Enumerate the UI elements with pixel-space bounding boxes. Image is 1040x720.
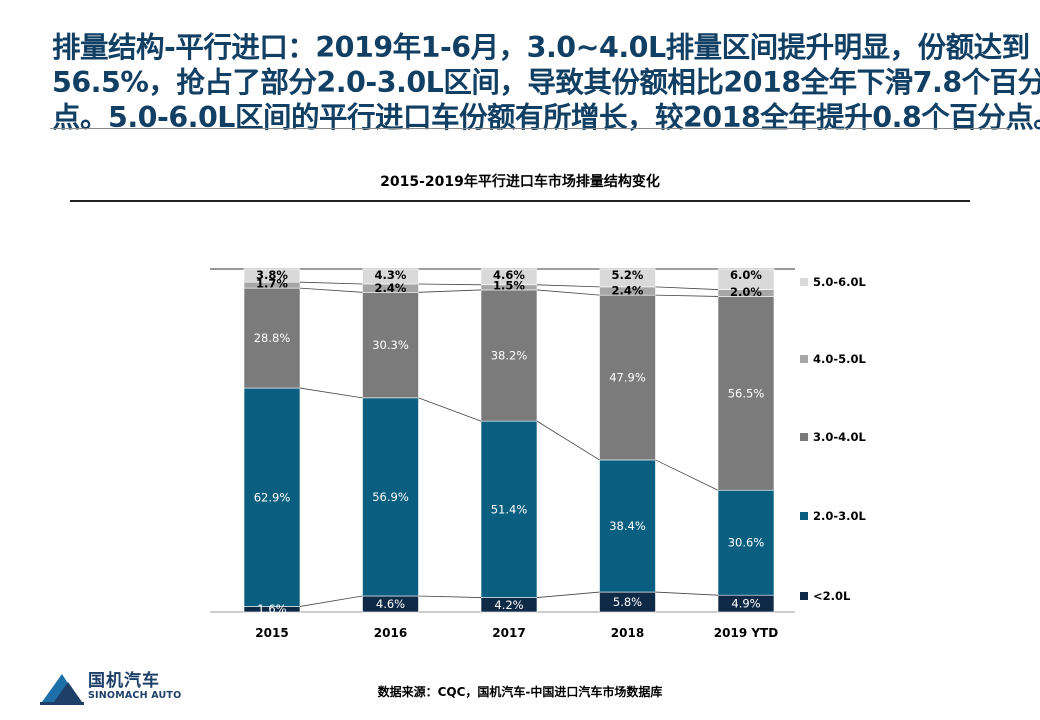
connector-line <box>418 289 482 293</box>
x-tick-label: 2017 <box>492 626 525 640</box>
data-label: 1.7% <box>256 277 288 291</box>
bar-2019-YTD-series-1 <box>717 489 775 596</box>
chart-title-divider <box>70 200 970 202</box>
headline-line-2: 56.5%，抢占了部分2.0-3.0L区间，导致其份额相比2018全年下滑7.8… <box>52 66 1040 99</box>
bar-2016-series-2 <box>362 292 419 399</box>
connector-line <box>655 591 719 596</box>
bar-2015-series-2 <box>243 287 301 389</box>
data-label: 1.6% <box>257 602 286 616</box>
source-note: 数据来源：CQC，国机汽车-中国进口汽车市场数据库 <box>377 685 663 699</box>
connector-line <box>418 595 482 598</box>
data-label: 30.6% <box>728 536 765 550</box>
connector-line <box>536 284 600 288</box>
connector-line <box>299 287 363 293</box>
connector-line <box>536 591 600 598</box>
connector-line <box>536 420 600 461</box>
data-label: 56.5% <box>728 386 765 400</box>
data-label: 3.8% <box>256 268 288 282</box>
data-label: 2.0% <box>730 285 762 299</box>
data-label: 4.2% <box>494 598 523 612</box>
data-label: 56.9% <box>372 490 409 504</box>
x-tick-label: 2016 <box>374 626 407 640</box>
connector-line <box>418 397 482 422</box>
chart-title: 2015-2019年平行进口车市场排量结构变化 <box>380 174 660 190</box>
stacked-bar-chart: 1.6% 62.9% 28.8% 1.7%3.8% 4.6% 56.9% 30.3% 2.4%… <box>210 268 867 640</box>
headline-divider <box>50 128 1010 129</box>
connector-line <box>655 286 719 290</box>
bar-2015-series-4 <box>243 268 301 283</box>
x-tick-label: 2019 YTD <box>714 626 778 640</box>
data-label: 6.0% <box>730 268 762 282</box>
logo-text-en: SINOMACH AUTO <box>88 690 182 701</box>
data-label: 4.6% <box>376 597 405 611</box>
bar-2018-series-1 <box>599 459 656 593</box>
data-label: 51.4% <box>491 502 528 516</box>
connector-line <box>299 387 363 399</box>
bar-2019-YTD-series-4 <box>717 268 775 290</box>
data-label: 4.6% <box>493 268 525 282</box>
data-label: 2.4% <box>612 284 644 298</box>
x-tick-label: 2018 <box>611 626 644 640</box>
legend-label: 3.0-4.0L <box>813 430 867 444</box>
legend-label: 2.0-3.0L <box>813 509 867 523</box>
headline: 排量结构-平行进口：2019年1-6月，3.0~4.0L排量区间提升明显，份额达… <box>52 30 1040 135</box>
bar-2015-series-1 <box>243 387 301 607</box>
legend-label: 4.0-5.0L <box>813 352 867 366</box>
data-label: 30.3% <box>372 338 409 352</box>
data-label: 28.8% <box>254 331 291 345</box>
logo-text-cn: 国机汽车 <box>88 671 160 691</box>
legend-swatch <box>800 512 808 520</box>
data-label: 4.9% <box>731 597 760 611</box>
data-label: 5.8% <box>613 595 642 609</box>
legend-label: <2.0L <box>813 589 851 603</box>
bar-2017-series-2 <box>480 289 538 422</box>
legend-swatch <box>800 278 808 286</box>
bar-2016-series-4 <box>362 268 419 285</box>
data-label: 4.3% <box>375 268 407 282</box>
x-tick-label: 2015 <box>255 626 288 640</box>
bar-2018-series-4 <box>599 268 656 288</box>
data-label: 62.9% <box>254 490 291 504</box>
connector-line <box>299 595 363 607</box>
connector-line <box>655 294 719 297</box>
legend-swatch <box>800 355 808 363</box>
bar-2019-YTD-series-2 <box>717 296 775 491</box>
connector-line <box>418 283 482 286</box>
connector-line <box>299 281 363 285</box>
bar-2018-series-2 <box>599 294 656 461</box>
headline-line-1: 排量结构-平行进口：2019年1-6月，3.0~4.0L排量区间提升明显，份额达… <box>52 31 1030 64</box>
sinomach-logo-icon <box>40 674 84 705</box>
data-label: 1.5% <box>493 278 525 292</box>
connector-line <box>536 289 600 296</box>
legend-swatch <box>800 592 808 600</box>
legend-swatch <box>800 433 808 441</box>
bar-2017-series-4 <box>480 268 538 286</box>
connector-line <box>655 459 719 491</box>
data-label: 2.4% <box>375 281 407 295</box>
bar-2016-series-1 <box>362 397 419 597</box>
data-label: 38.4% <box>609 519 646 533</box>
data-label: 38.2% <box>491 349 528 363</box>
data-label: 5.2% <box>612 268 644 282</box>
data-label: 47.9% <box>609 371 646 385</box>
legend-label: 5.0-6.0L <box>813 275 867 289</box>
bar-2017-series-1 <box>480 420 538 598</box>
